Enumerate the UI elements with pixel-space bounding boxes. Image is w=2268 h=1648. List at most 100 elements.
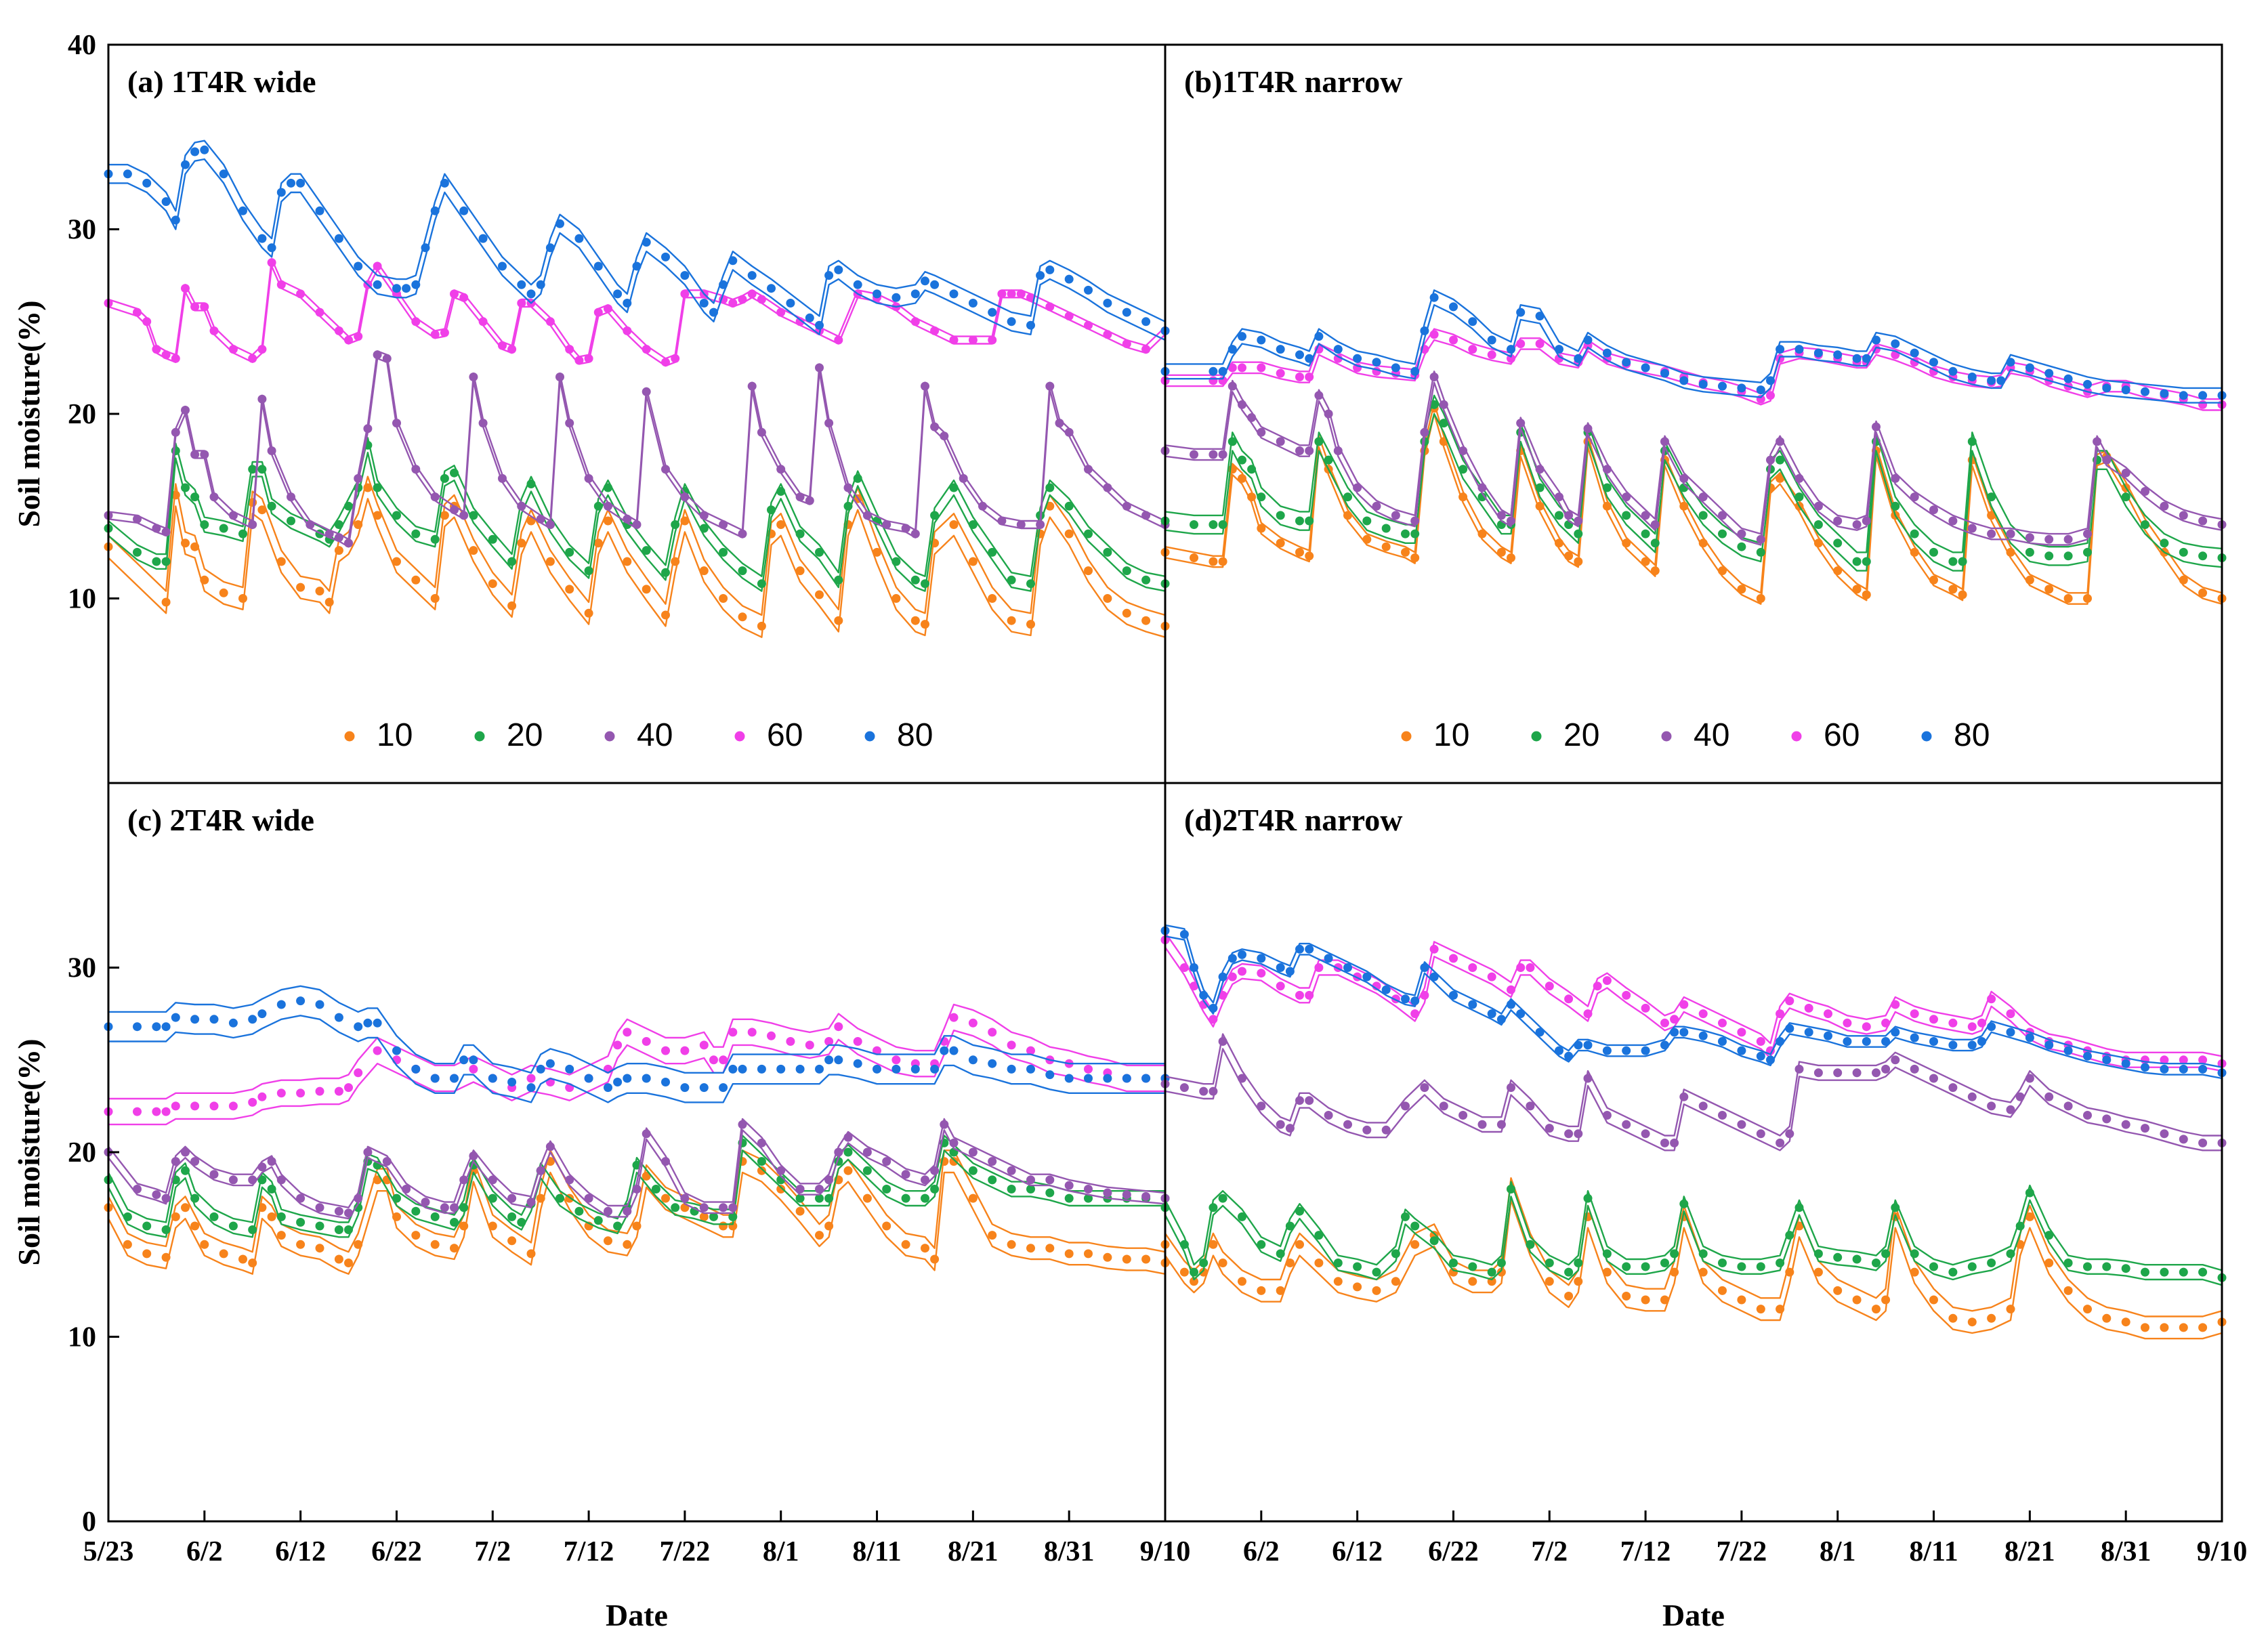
data-point xyxy=(1343,1120,1352,1129)
data-point xyxy=(555,373,564,381)
data-point xyxy=(1141,575,1151,585)
data-point xyxy=(776,465,786,474)
panel-b-1t4r-narrow-title: (b)1T4R narrow xyxy=(1184,64,1402,99)
data-point xyxy=(1487,1267,1496,1277)
x-tick-label: 6/12 xyxy=(275,1536,326,1567)
data-point xyxy=(536,280,545,289)
data-point xyxy=(1622,492,1631,502)
series-60-upper-band xyxy=(1165,328,2222,400)
data-point xyxy=(862,511,872,520)
data-point xyxy=(921,1193,929,1203)
data-point xyxy=(1295,373,1304,381)
data-point xyxy=(1910,1009,1919,1019)
data-point xyxy=(238,1254,247,1264)
data-point xyxy=(795,1193,805,1203)
data-point xyxy=(584,354,593,363)
data-point xyxy=(488,579,497,589)
data-point xyxy=(910,317,920,326)
data-point xyxy=(1929,1037,1938,1046)
data-point xyxy=(988,1231,997,1240)
data-point xyxy=(142,1221,152,1231)
data-point xyxy=(1641,1129,1650,1139)
data-point xyxy=(1679,1000,1689,1009)
data-point xyxy=(1429,330,1439,339)
data-point xyxy=(661,252,670,261)
data-point xyxy=(1045,381,1055,391)
legend-label-80: 80 xyxy=(897,717,933,753)
data-point xyxy=(968,520,978,529)
data-point xyxy=(1381,524,1391,533)
data-point xyxy=(1737,529,1746,538)
data-point xyxy=(440,1203,449,1212)
data-point xyxy=(1507,345,1515,354)
data-point xyxy=(1295,990,1304,1000)
data-point xyxy=(1276,1120,1285,1129)
data-point xyxy=(1381,542,1391,551)
data-point xyxy=(1295,446,1304,455)
data-point xyxy=(488,1074,497,1083)
data-point xyxy=(1064,312,1074,321)
data-point xyxy=(1564,994,1574,1004)
data-point xyxy=(392,1193,401,1203)
data-point xyxy=(517,299,526,308)
data-point xyxy=(1468,1000,1477,1009)
data-point xyxy=(824,1193,834,1203)
data-point xyxy=(1045,501,1055,511)
data-point xyxy=(968,1055,978,1065)
data-point xyxy=(1238,363,1246,373)
data-point xyxy=(1670,1138,1679,1147)
data-point xyxy=(2179,1323,2188,1332)
x-tick-label: 7/12 xyxy=(564,1536,614,1567)
data-point xyxy=(1285,1259,1295,1267)
data-point xyxy=(1679,473,1689,483)
series-40-upper-band xyxy=(1164,1033,2222,1137)
data-point xyxy=(1574,1277,1583,1286)
series-60-upper-band xyxy=(1164,932,2223,1057)
data-point xyxy=(228,1018,238,1028)
data-point xyxy=(623,1074,632,1083)
data-point xyxy=(699,1083,709,1093)
data-point xyxy=(1776,1037,1785,1046)
data-point xyxy=(632,261,642,271)
data-point xyxy=(1574,529,1583,538)
data-point xyxy=(1026,1064,1035,1074)
data-point xyxy=(767,284,776,293)
x-tick-label: 7/12 xyxy=(1620,1536,1671,1567)
data-point xyxy=(161,1107,171,1116)
data-point xyxy=(238,594,247,603)
legend-label-20: 20 xyxy=(1563,717,1599,753)
data-point xyxy=(1756,1037,1765,1046)
data-point xyxy=(2083,1262,2092,1271)
panel-a-1t4r-wide-title: (a) 1T4R wide xyxy=(127,64,316,99)
data-point xyxy=(862,1147,872,1157)
data-point xyxy=(776,1064,786,1074)
data-point xyxy=(843,501,853,511)
data-point xyxy=(2160,1055,2169,1065)
data-point xyxy=(1641,1046,1650,1055)
data-point xyxy=(1756,1262,1765,1271)
data-point xyxy=(440,178,449,188)
data-point xyxy=(661,1193,670,1203)
data-point xyxy=(1439,1101,1448,1111)
data-point xyxy=(1852,1295,1862,1305)
data-point xyxy=(209,492,219,502)
panel-b-1t4r-narrow-series-40 xyxy=(1160,371,2227,546)
data-point xyxy=(450,1244,459,1253)
data-point xyxy=(1526,1101,1535,1111)
data-point xyxy=(1650,538,1660,548)
data-point xyxy=(373,280,382,289)
data-point xyxy=(1305,944,1314,954)
data-point xyxy=(1526,963,1535,972)
data-point xyxy=(190,1101,200,1111)
data-point xyxy=(257,505,267,515)
data-point xyxy=(1872,335,1881,345)
data-point xyxy=(1026,579,1035,589)
data-point xyxy=(181,483,190,492)
data-point xyxy=(1660,1259,1669,1267)
data-point xyxy=(373,1046,382,1055)
data-point xyxy=(507,601,517,610)
data-point xyxy=(1785,996,1794,1006)
data-point xyxy=(545,1142,555,1152)
data-point xyxy=(411,575,421,585)
data-point xyxy=(1122,501,1131,511)
